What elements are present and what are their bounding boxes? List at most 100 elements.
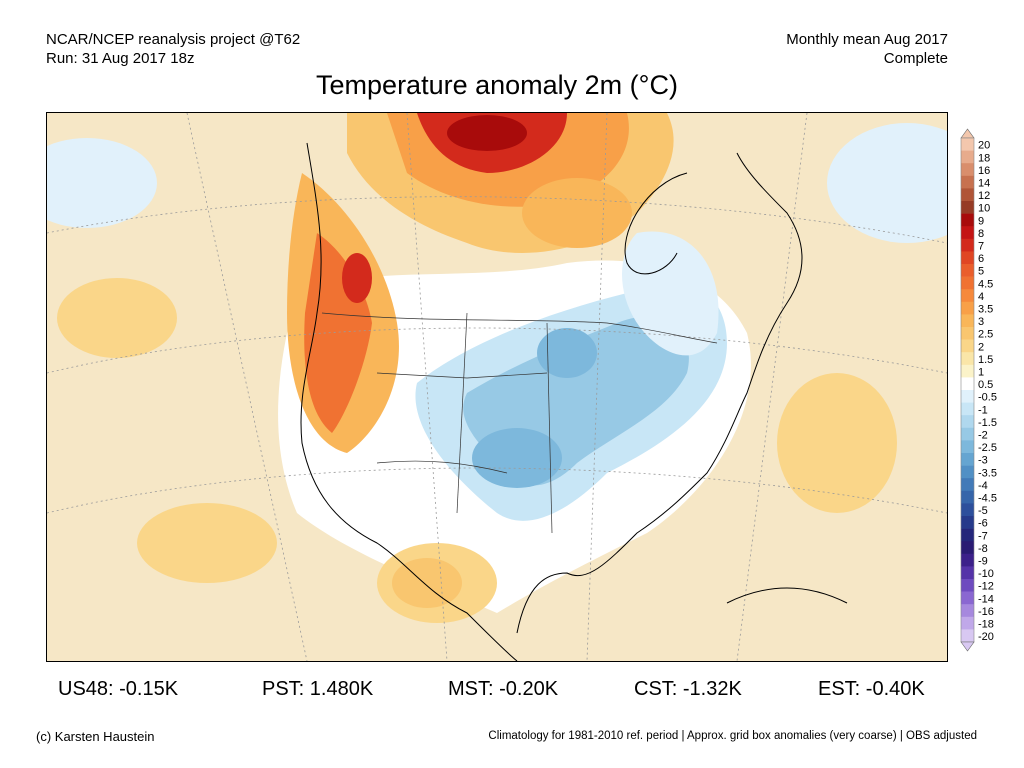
colorbar-swatch xyxy=(961,314,974,328)
colorbar-swatch xyxy=(961,503,974,517)
colorbar-swatch xyxy=(961,188,974,202)
colorbar-label: 3.5 xyxy=(978,304,993,316)
colorbar-swatch xyxy=(961,453,974,466)
colorbar-swatch xyxy=(961,364,974,378)
colorbar-label: -7 xyxy=(978,530,988,542)
colorbar-swatch xyxy=(961,163,974,177)
colorbar-label: 9 xyxy=(978,215,984,227)
colorbar-label: 2.5 xyxy=(978,329,993,341)
colorbar-swatch xyxy=(961,566,974,580)
period-label: Monthly mean Aug 2017 xyxy=(786,31,948,48)
political-borders xyxy=(321,312,718,534)
colorbar-bottom-arrow xyxy=(960,641,975,652)
colorbar-label: 1.5 xyxy=(978,354,993,366)
map-canvas xyxy=(47,113,947,661)
anomaly-warm-north-max xyxy=(447,115,527,151)
colorbar-label: 5 xyxy=(978,266,984,278)
anomaly-cool-great-lakes xyxy=(537,328,597,378)
colorbar-swatch xyxy=(961,213,974,227)
stat-cst: CST: -1.32K xyxy=(634,678,742,700)
colorbar-top-arrow xyxy=(960,128,975,139)
colorbar-swatch xyxy=(961,327,974,340)
header-right: Monthly mean Aug 2017 Complete xyxy=(786,30,948,68)
anomaly-warm-west-max xyxy=(342,253,372,303)
colorbar-label: 0.5 xyxy=(978,379,993,391)
colorbar-label: -14 xyxy=(978,593,994,605)
colorbar-label: -8 xyxy=(978,543,988,555)
colorbar-swatch xyxy=(961,528,974,542)
colorbar-label: -6 xyxy=(978,518,988,530)
colorbar-label: -2.5 xyxy=(978,442,997,454)
stat-mst: MST: -0.20K xyxy=(448,678,559,700)
colorbar-label: 6 xyxy=(978,253,984,265)
colorbar-swatch xyxy=(961,427,974,441)
colorbar-label: -1.5 xyxy=(978,417,997,429)
colorbar-label: 8 xyxy=(978,228,984,240)
stat-us48: US48: -0.15K xyxy=(58,678,179,700)
colorbar-label: -12 xyxy=(978,581,994,593)
colorbar-swatch xyxy=(961,516,974,529)
colorbar-label: 3 xyxy=(978,316,984,328)
graticule xyxy=(47,113,947,661)
colorbar-swatch xyxy=(961,201,974,214)
colorbar-swatch xyxy=(961,339,974,353)
colorbar-label: -3.5 xyxy=(978,467,997,479)
colorbar-swatch xyxy=(961,377,974,391)
colorbar-label: -1 xyxy=(978,404,988,416)
colorbar-swatch xyxy=(961,579,974,592)
anomaly-map xyxy=(46,112,948,662)
colorbar-swatch xyxy=(961,301,974,315)
colorbar-label: 7 xyxy=(978,241,984,253)
colorbar-swatch xyxy=(961,352,974,366)
colorbar-swatch xyxy=(961,226,974,240)
colorbar-swatch xyxy=(961,415,974,429)
colorbar-label: 4 xyxy=(978,291,984,303)
colorbar-label: -4 xyxy=(978,480,988,492)
colorbar-swatch xyxy=(961,490,974,504)
colorbar-swatch xyxy=(961,440,974,454)
stat-est: EST: -0.40K xyxy=(818,678,925,700)
colorbar-label: -16 xyxy=(978,606,994,618)
colorbar-swatch xyxy=(961,251,974,265)
anomaly-patch-cool-atlantic xyxy=(827,123,947,243)
colorbar-label: 14 xyxy=(978,178,990,190)
colorbar-swatch xyxy=(961,390,974,403)
colorbar-label: -0.5 xyxy=(978,392,997,404)
colorbar-label: 4.5 xyxy=(978,278,993,290)
stat-pst: PST: 1.480K xyxy=(262,678,374,700)
colorbar-swatch xyxy=(961,138,974,151)
anomaly-warm-pacific xyxy=(57,278,177,358)
anomaly-warm-atlantic xyxy=(777,373,897,513)
colorbar-label: 12 xyxy=(978,190,990,202)
colorbar-swatch xyxy=(961,553,974,567)
colorbar-swatch xyxy=(961,402,974,416)
colorbar-swatch xyxy=(961,276,974,290)
colorbar-label: -3 xyxy=(978,455,988,467)
colorbar-label: -20 xyxy=(978,631,994,643)
colorbar-label: -9 xyxy=(978,556,988,568)
colorbar-swatch xyxy=(961,604,974,618)
anomaly-warm-mexico-core xyxy=(392,558,462,608)
climatology-note: Climatology for 1981-2010 ref. period | … xyxy=(488,730,977,742)
status-label: Complete xyxy=(883,50,948,67)
colorbar-label: -5 xyxy=(978,505,988,517)
anomaly-warm-pacific-south xyxy=(137,503,277,583)
colorbar-label: 1 xyxy=(978,367,984,379)
colorbar-label: 2 xyxy=(978,341,984,353)
colorbar-swatch xyxy=(961,465,974,479)
region-stats: US48: -0.15K PST: 1.480K MST: -0.20K CST… xyxy=(0,678,1024,706)
colorbar-swatch xyxy=(961,175,974,189)
colorbar-swatch xyxy=(961,289,974,303)
colorbar-label: 20 xyxy=(978,140,990,152)
colorbar-label: 16 xyxy=(978,165,990,177)
colorbar-label: 18 xyxy=(978,152,990,164)
anomaly-cool-quebec xyxy=(622,231,719,356)
colorbar-label: 10 xyxy=(978,203,990,215)
anomaly-cool-south-plains xyxy=(472,428,562,488)
colorbar-swatch xyxy=(961,591,974,605)
colorbar-label: -10 xyxy=(978,568,994,580)
colorbar-swatch xyxy=(961,478,974,492)
colorbar-swatch xyxy=(961,150,974,164)
header-left: NCAR/NCEP reanalysis project @T62 Run: 3… xyxy=(46,30,300,68)
colorbar-swatch xyxy=(961,264,974,277)
